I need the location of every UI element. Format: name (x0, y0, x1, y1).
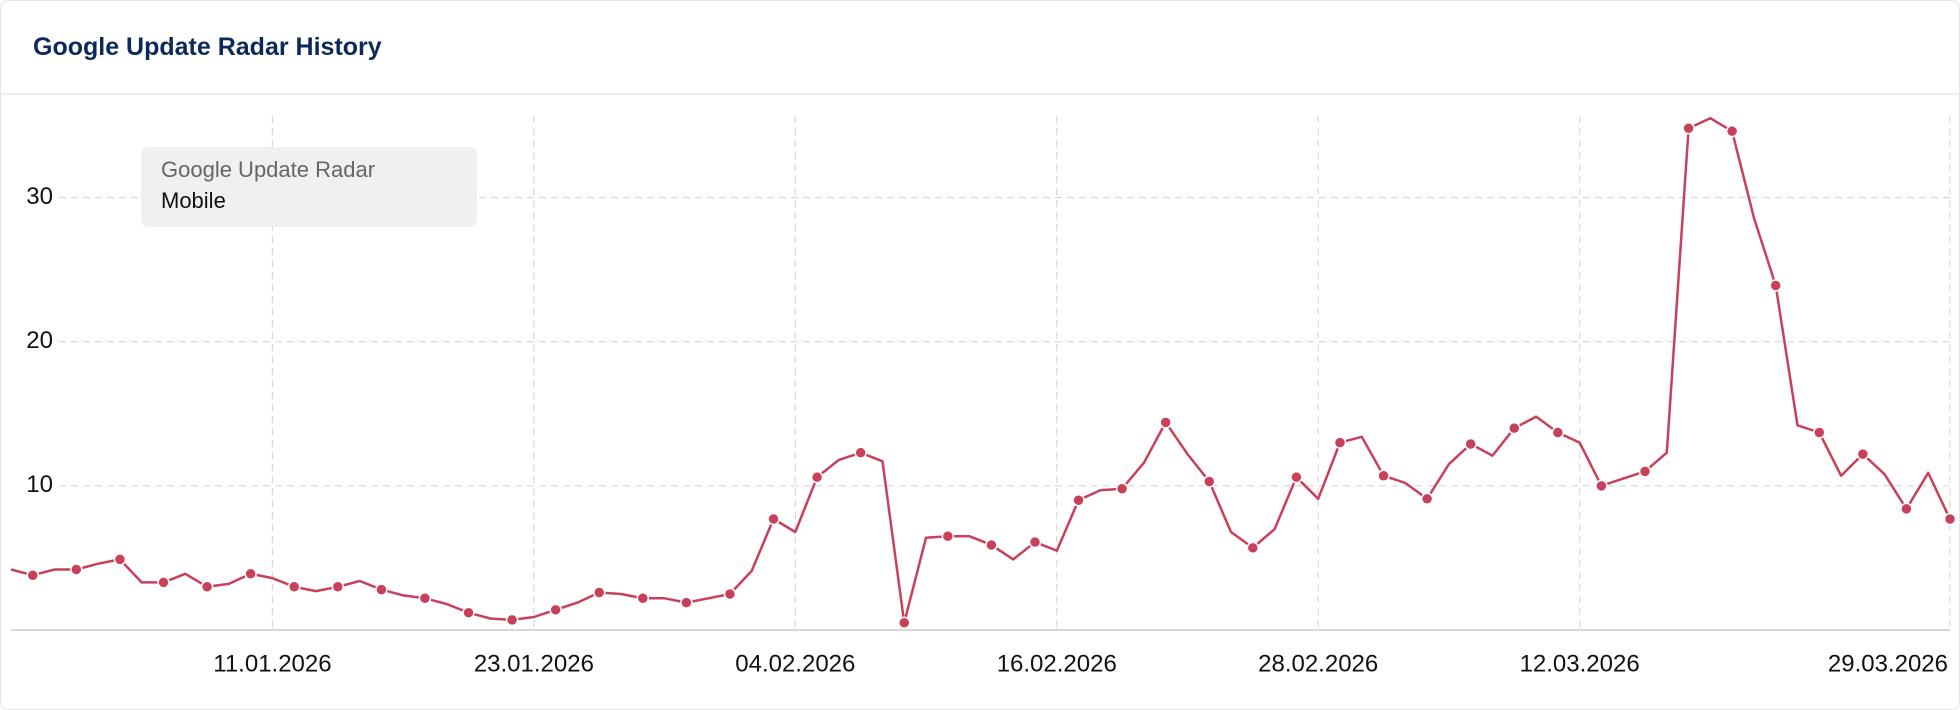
data-point (1595, 479, 1608, 493)
y-tick-label: 30 (26, 183, 53, 210)
data-point (200, 580, 214, 593)
data-point (113, 553, 127, 566)
data-point (1333, 436, 1347, 449)
data-point (418, 592, 432, 605)
x-tick-label: 12.03.2026 (1520, 650, 1640, 677)
data-point (1725, 124, 1739, 138)
x-tick-label: 29.03.2026 (1828, 650, 1948, 677)
data-point (1028, 535, 1042, 549)
data-point (810, 470, 824, 484)
data-point (375, 583, 388, 596)
data-point (723, 587, 737, 601)
data-point (1420, 492, 1434, 506)
data-point (549, 603, 562, 617)
data-point (1813, 426, 1826, 439)
card-title: Google Update Radar History (33, 33, 382, 61)
data-point (505, 613, 519, 627)
data-point (1682, 122, 1695, 135)
data-point (1072, 494, 1085, 507)
data-point (1856, 447, 1870, 461)
card-header: Google Update Radar History (1, 1, 1959, 95)
data-point (767, 512, 780, 526)
data-point (1203, 475, 1216, 488)
x-tick-label: 23.01.2026 (474, 650, 594, 677)
data-point (636, 592, 650, 605)
data-point (985, 538, 998, 552)
data-point (26, 568, 40, 582)
data-point (1551, 426, 1565, 439)
data-point (244, 567, 257, 581)
data-point (1943, 512, 1957, 526)
data-point (1769, 279, 1782, 292)
y-tick-label: 20 (26, 327, 53, 354)
legend-title: Google Update Radar (161, 157, 375, 182)
data-point (1377, 469, 1390, 482)
data-point (854, 446, 867, 459)
data-point (462, 606, 475, 619)
x-tick-label: 28.02.2026 (1258, 650, 1378, 677)
data-point (1464, 437, 1477, 451)
data-point (331, 580, 345, 593)
data-point (1290, 470, 1303, 484)
data-point (70, 563, 83, 576)
data-point (592, 586, 606, 599)
data-point (1159, 416, 1172, 429)
data-point (157, 576, 170, 589)
y-tick-label: 10 (26, 471, 53, 498)
legend-box (141, 147, 477, 227)
data-point (1638, 465, 1652, 478)
data-point (1115, 482, 1129, 495)
data-point (680, 596, 693, 609)
data-point (1900, 502, 1913, 516)
data-point (1246, 541, 1260, 555)
x-tick-label: 04.02.2026 (735, 650, 855, 677)
legend-entry: Mobile (161, 188, 226, 213)
data-point (1508, 421, 1521, 435)
x-tick-label: 11.01.2026 (213, 650, 331, 677)
x-tick-label: 16.02.2026 (997, 650, 1117, 677)
data-point (287, 580, 301, 593)
data-point (941, 530, 955, 543)
data-point (897, 616, 911, 630)
